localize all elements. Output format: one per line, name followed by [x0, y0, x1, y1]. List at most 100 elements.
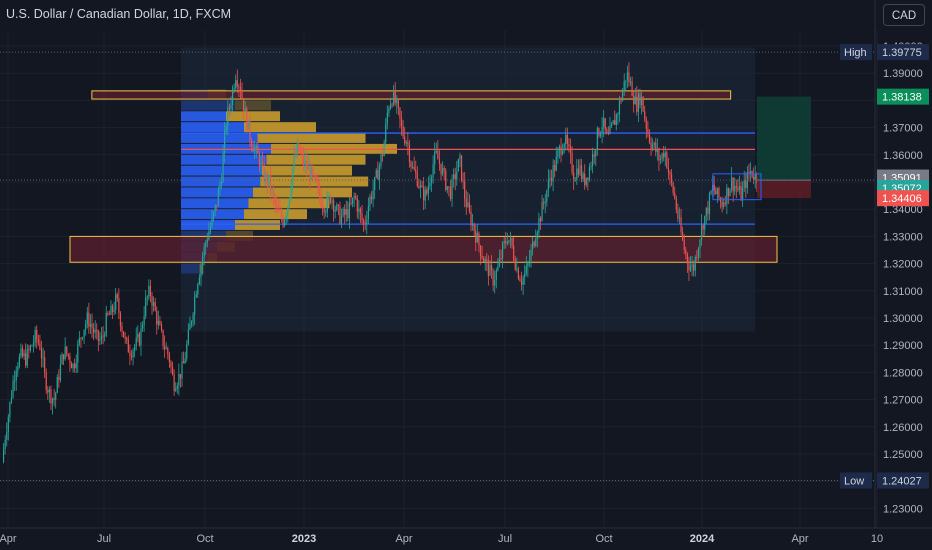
candle-body: [370, 196, 373, 200]
candle-body: [28, 349, 30, 351]
candle-body: [691, 264, 693, 267]
candle-body: [677, 209, 679, 219]
candle-body: [268, 174, 270, 185]
candle-body: [642, 96, 644, 112]
candle-body: [187, 329, 189, 345]
high-low-lines: [0, 51, 875, 481]
candle-body: [707, 207, 709, 214]
candle-body: [7, 417, 9, 433]
candle-body: [568, 144, 570, 147]
candle-body: [612, 120, 614, 125]
volume-profile-bar-up: [181, 198, 249, 209]
long-position-tool[interactable]: [712, 96, 811, 201]
candle-body: [410, 161, 412, 167]
candle-body: [247, 120, 249, 130]
candle-body: [176, 385, 178, 389]
price-tick-label: 1.31000: [883, 286, 923, 298]
candle-body: [636, 96, 638, 112]
candle-body: [386, 112, 388, 124]
candle-body: [304, 161, 306, 165]
candle-body: [558, 146, 561, 151]
supply-demand-zones[interactable]: [69, 90, 778, 263]
candle-body: [89, 324, 92, 327]
candle-body: [227, 107, 229, 126]
candle-body: [279, 211, 281, 213]
candle-body: [25, 353, 27, 366]
candle-body: [753, 176, 755, 181]
candle-body: [394, 89, 396, 104]
candle-body: [148, 285, 150, 297]
candle-body: [748, 172, 750, 175]
time-tick-label: 10: [871, 533, 883, 545]
candle-body: [214, 204, 216, 212]
candle-body: [186, 344, 188, 359]
candle-body: [625, 80, 627, 82]
candle-body: [344, 208, 346, 215]
price-line-tag: [840, 44, 872, 61]
candle-body: [416, 172, 418, 187]
price-axis[interactable]: 1.230001.240001.250001.260001.270001.280…: [840, 0, 929, 528]
candle-body: [724, 202, 726, 205]
candle-body: [331, 200, 333, 203]
candle-body: [271, 190, 273, 192]
candle-body: [56, 376, 58, 393]
candle-body: [252, 146, 254, 152]
candle-body: [645, 119, 647, 129]
candle-body: [451, 178, 453, 200]
candle-body: [317, 181, 319, 186]
candle-body: [122, 331, 125, 338]
candle-body: [601, 127, 603, 133]
candle-body: [653, 142, 655, 146]
candle-body: [340, 215, 343, 224]
candle-body: [258, 153, 261, 167]
candle-body: [498, 258, 501, 267]
candle-body: [200, 265, 202, 278]
candle-body: [151, 296, 153, 306]
candle-body: [421, 185, 423, 188]
price-line-value: 1.24027: [882, 475, 922, 487]
candle-body: [254, 148, 256, 152]
candle-body: [756, 173, 758, 184]
time-axis[interactable]: Apr Jul Oct 2023 Apr Jul Oct 2024 Apr 10: [0, 527, 932, 545]
price-tick-label: 1.23000: [883, 503, 923, 515]
candle-body: [213, 211, 215, 218]
candle-body: [549, 177, 551, 180]
candle-body: [658, 149, 660, 161]
candle-body: [97, 330, 99, 341]
candle-body: [443, 168, 445, 171]
candle-body: [471, 223, 474, 226]
candle-body: [206, 239, 208, 243]
candle-body: [702, 224, 704, 230]
candle-body: [650, 142, 652, 149]
candle-body: [17, 366, 19, 371]
candle-body: [432, 164, 434, 178]
candle-body: [328, 195, 330, 198]
candle-body: [325, 212, 327, 214]
candle-body: [560, 146, 562, 155]
candle-body: [715, 190, 717, 195]
candle-body: [505, 241, 507, 244]
price-tick-label: 1.32000: [883, 259, 923, 271]
candle-body: [481, 256, 483, 259]
candle-body: [516, 268, 518, 270]
candle-body: [140, 328, 142, 346]
volume-profile-bar-down: [244, 209, 307, 220]
candle-body: [399, 107, 401, 119]
price-tick-label: 1.27000: [883, 395, 923, 407]
price-badge: [877, 190, 929, 207]
candle-body: [571, 153, 573, 173]
candle-body: [737, 187, 739, 191]
candle-body: [132, 350, 134, 358]
currency-button[interactable]: CAD: [883, 4, 925, 26]
candle-body: [639, 93, 641, 105]
candle-body: [479, 245, 482, 257]
volume-profile-bar-up: [181, 154, 267, 165]
candle-body: [261, 161, 264, 164]
candle-body: [508, 240, 510, 243]
candle-body: [511, 238, 513, 246]
candle-body: [260, 161, 262, 167]
candle-body: [569, 146, 572, 154]
candle-body: [694, 257, 696, 271]
candle-body: [468, 202, 471, 212]
